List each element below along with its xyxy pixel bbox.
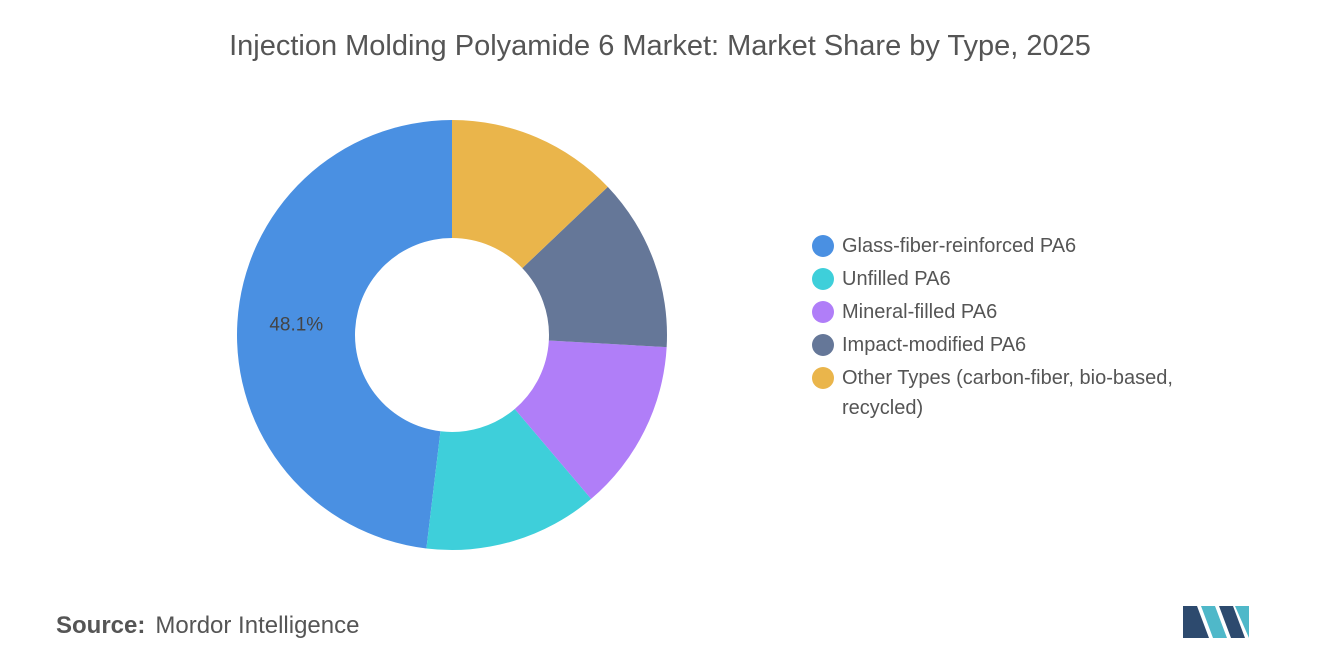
legend-label: Impact-modified PA6 bbox=[842, 334, 1027, 356]
source-label: Source: bbox=[56, 612, 146, 639]
source: Source: Mordor Intelligence bbox=[56, 612, 359, 640]
legend-swatch bbox=[812, 268, 834, 290]
legend-item: Impact-modified PA6 bbox=[812, 330, 1232, 360]
legend: Glass-fiber-reinforced PA6 Unfilled PA6 Mi… bbox=[812, 231, 1232, 426]
chart-title: Injection Molding Polyamide 6 Market: Ma… bbox=[229, 30, 1091, 62]
value-label: 48.1% bbox=[269, 315, 323, 336]
legend-label: Unfilled PA6 bbox=[842, 268, 951, 290]
donut-slice bbox=[522, 186, 667, 348]
legend-swatch bbox=[812, 367, 834, 389]
legend-item: Mineral-filled PA6 bbox=[812, 297, 1232, 327]
legend-label: Glass-fiber-reinforced PA6 bbox=[842, 235, 1077, 257]
legend-swatch bbox=[812, 334, 834, 356]
logo bbox=[1183, 606, 1249, 638]
legend-label: Other Types (carbon-fiber, bio-based, re… bbox=[842, 367, 1173, 419]
legend-swatch bbox=[812, 235, 834, 257]
donut-slice bbox=[514, 340, 667, 499]
source-name: Mordor Intelligence bbox=[155, 612, 360, 639]
legend-item: Unfilled PA6 bbox=[812, 264, 1232, 294]
donut-slice bbox=[426, 408, 592, 550]
legend-item: Glass-fiber-reinforced PA6 bbox=[812, 231, 1232, 261]
donut-slice bbox=[452, 120, 608, 269]
legend-item: Other Types (carbon-fiber, bio-based, re… bbox=[812, 363, 1232, 423]
legend-label: Mineral-filled PA6 bbox=[842, 301, 998, 323]
legend-swatch bbox=[812, 301, 834, 323]
donut-slice bbox=[236, 120, 452, 549]
